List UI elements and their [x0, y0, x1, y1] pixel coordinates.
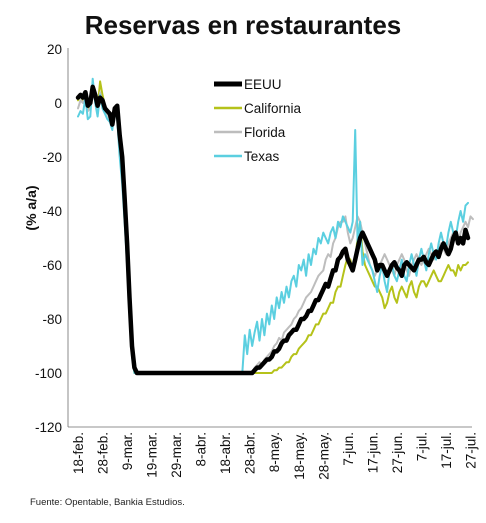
y-tick-label: 0: [54, 96, 62, 111]
x-tick-label: 18-may.: [292, 432, 307, 480]
y-tick-label: -80: [42, 312, 62, 327]
chart-title: Reservas en restaurantes: [84, 10, 402, 40]
x-tick-label: 9-mar.: [120, 432, 135, 470]
x-tick-label: 7-jun.: [341, 432, 356, 466]
y-tick-labels: 20 0 -20 -40 -60 -80 -100 -120: [35, 42, 62, 435]
series-line-eeuu: [75, 84, 471, 376]
legend: EEUU California Florida Texas: [214, 77, 302, 164]
x-tick-label: 27-jul.: [463, 432, 478, 469]
y-tick-label: -120: [35, 420, 62, 435]
y-tick-label: -40: [42, 204, 62, 219]
y-tick-label: -20: [42, 150, 62, 165]
x-tick-label: 7-jul.: [414, 432, 429, 461]
y-tick-label: -100: [35, 366, 62, 381]
x-tick-label: 17-jun.: [365, 432, 380, 473]
x-tick-label: 27-jun.: [390, 432, 405, 473]
x-tick-label: 8-may.: [267, 432, 282, 472]
series-lines: [75, 77, 474, 376]
x-tick-label: 17-jul.: [439, 432, 454, 469]
x-tick-label: 28-feb.: [96, 432, 111, 474]
x-tick-label: 18-feb.: [71, 432, 86, 474]
legend-label: EEUU: [244, 77, 282, 92]
x-tick-label: 19-mar.: [145, 432, 160, 478]
legend-label: Texas: [244, 149, 280, 164]
x-tick-label: 28-may.: [316, 432, 331, 480]
series-line-texas: [77, 77, 469, 374]
chart-source: Fuente: Opentable, Bankia Estudios.: [30, 497, 185, 508]
legend-label: California: [244, 101, 302, 116]
y-tick-label: -60: [42, 258, 62, 273]
x-tick-labels: 18-feb. 28-feb. 9-mar. 19-mar. 29-mar. 8-abr.…: [71, 432, 478, 480]
legend-label: Florida: [244, 125, 286, 140]
y-tick-label: 20: [47, 42, 62, 57]
x-tick-label: 18-abr.: [218, 432, 233, 474]
x-tick-label: 29-mar.: [169, 432, 184, 478]
x-tick-label: 8-abr.: [194, 432, 209, 467]
y-axis-title: (% a/a): [23, 185, 39, 230]
x-tick-label: 28-abr.: [243, 432, 258, 474]
